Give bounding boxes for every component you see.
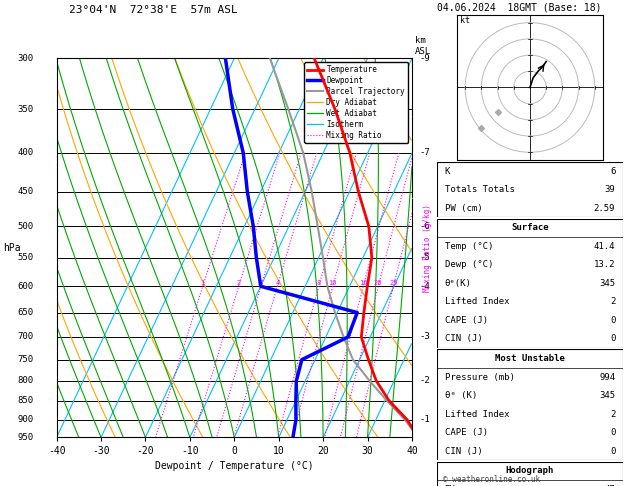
Text: Dewp (°C): Dewp (°C): [445, 260, 493, 269]
Text: 0: 0: [610, 447, 615, 455]
Text: Most Unstable: Most Unstable: [495, 354, 565, 363]
Text: 345: 345: [599, 279, 615, 288]
Text: 350: 350: [18, 104, 33, 114]
Text: © weatheronline.co.uk: © weatheronline.co.uk: [443, 474, 540, 484]
Text: 8: 8: [316, 280, 321, 286]
Text: EH: EH: [445, 485, 455, 486]
Text: -9: -9: [419, 54, 430, 63]
Text: 950: 950: [18, 433, 33, 442]
Text: 4: 4: [276, 280, 279, 286]
Text: -5: -5: [419, 253, 430, 262]
Text: CAPE (J): CAPE (J): [445, 316, 487, 325]
Text: km
ASL: km ASL: [415, 36, 431, 56]
Legend: Temperature, Dewpoint, Parcel Trajectory, Dry Adiabat, Wet Adiabat, Isotherm, Mi: Temperature, Dewpoint, Parcel Trajectory…: [304, 62, 408, 143]
Text: 3: 3: [259, 280, 263, 286]
Text: Totals Totals: Totals Totals: [445, 185, 515, 194]
Text: 47: 47: [604, 485, 615, 486]
Text: 2.59: 2.59: [594, 204, 615, 212]
Text: 900: 900: [18, 415, 33, 424]
Text: K: K: [445, 167, 450, 175]
Text: Mixing Ratio (g/kg): Mixing Ratio (g/kg): [423, 204, 432, 292]
Text: 04.06.2024  18GMT (Base: 18): 04.06.2024 18GMT (Base: 18): [437, 2, 602, 13]
Text: -7: -7: [419, 148, 430, 157]
Text: 994: 994: [599, 373, 615, 382]
Text: 16: 16: [359, 280, 367, 286]
Text: -6: -6: [419, 222, 430, 231]
Text: -3: -3: [419, 332, 430, 342]
Text: 20: 20: [374, 280, 382, 286]
Text: 6: 6: [610, 167, 615, 175]
Text: 800: 800: [18, 376, 33, 385]
Text: 300: 300: [18, 54, 33, 63]
X-axis label: Dewpoint / Temperature (°C): Dewpoint / Temperature (°C): [155, 461, 314, 470]
Text: 10: 10: [328, 280, 337, 286]
Text: 41.4: 41.4: [594, 242, 615, 251]
Text: hPa: hPa: [3, 243, 21, 253]
Text: 345: 345: [599, 391, 615, 400]
Text: 700: 700: [18, 332, 33, 342]
Text: 2: 2: [237, 280, 241, 286]
Text: -4: -4: [419, 282, 430, 291]
Text: 1: 1: [201, 280, 205, 286]
Text: 39: 39: [604, 185, 615, 194]
Text: CIN (J): CIN (J): [445, 447, 482, 455]
Text: Lifted Index: Lifted Index: [445, 410, 509, 418]
Text: -1: -1: [419, 415, 430, 424]
Text: Lifted Index: Lifted Index: [445, 297, 509, 306]
Text: CAPE (J): CAPE (J): [445, 428, 487, 437]
Text: 850: 850: [18, 396, 33, 405]
Text: 600: 600: [18, 282, 33, 291]
Text: 500: 500: [18, 222, 33, 231]
Text: -2: -2: [419, 376, 430, 385]
Text: 2: 2: [610, 297, 615, 306]
Text: 13.2: 13.2: [594, 260, 615, 269]
Text: CIN (J): CIN (J): [445, 334, 482, 343]
Text: 0: 0: [610, 428, 615, 437]
Text: Hodograph: Hodograph: [506, 467, 554, 475]
Text: Temp (°C): Temp (°C): [445, 242, 493, 251]
Text: 0: 0: [610, 316, 615, 325]
Text: 25: 25: [389, 280, 398, 286]
Text: 400: 400: [18, 148, 33, 157]
Text: Pressure (mb): Pressure (mb): [445, 373, 515, 382]
Text: 23°04'N  72°38'E  57m ASL: 23°04'N 72°38'E 57m ASL: [69, 5, 238, 15]
Text: 2: 2: [610, 410, 615, 418]
Text: 550: 550: [18, 253, 33, 262]
Text: PW (cm): PW (cm): [445, 204, 482, 212]
Text: kt: kt: [460, 16, 470, 25]
Text: 650: 650: [18, 308, 33, 317]
Text: θᵉ(K): θᵉ(K): [445, 279, 472, 288]
Text: θᵉ (K): θᵉ (K): [445, 391, 477, 400]
Text: 450: 450: [18, 187, 33, 196]
Text: 0: 0: [610, 334, 615, 343]
Text: 750: 750: [18, 355, 33, 364]
Text: Surface: Surface: [511, 224, 548, 232]
